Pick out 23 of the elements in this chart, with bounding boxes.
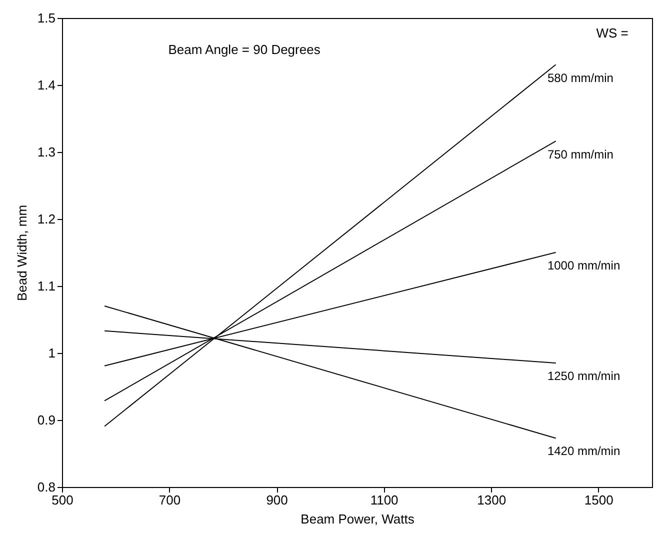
- y-tick-label: 1.4: [37, 78, 56, 92]
- y-tick-label: 1.1: [37, 278, 56, 294]
- annotation: WS =: [596, 25, 628, 40]
- x-tick-label: 900: [266, 492, 288, 508]
- x-tick-label: 700: [158, 492, 181, 508]
- x-tick-label: 1500: [584, 492, 614, 508]
- series-label: 1000 mm/min: [547, 258, 620, 272]
- x-axis-title: Beam Power, Watts: [300, 512, 415, 526]
- y-tick-label: 1: [48, 346, 56, 360]
- series-label: 750 mm/min: [547, 147, 614, 162]
- y-axis-title: Bead Width, mm: [14, 204, 30, 302]
- series-label: 1250 mm/min: [547, 369, 620, 384]
- y-tick-label: 1.2: [37, 212, 56, 226]
- x-tick-label: 1300: [477, 492, 506, 508]
- series-label: 580 mm/min: [547, 70, 614, 85]
- annotation: Beam Angle = 90 Degrees: [168, 42, 321, 57]
- y-tick-label: 0.8: [37, 480, 56, 494]
- x-tick-label: 1100: [370, 492, 398, 508]
- series-label: 1420 mm/min: [547, 444, 620, 458]
- x-tick-label: 500: [52, 492, 74, 508]
- y-tick-label: 1.3: [37, 144, 56, 160]
- y-tick-label: 0.9: [37, 412, 56, 428]
- y-tick-label: 1.5: [37, 10, 56, 26]
